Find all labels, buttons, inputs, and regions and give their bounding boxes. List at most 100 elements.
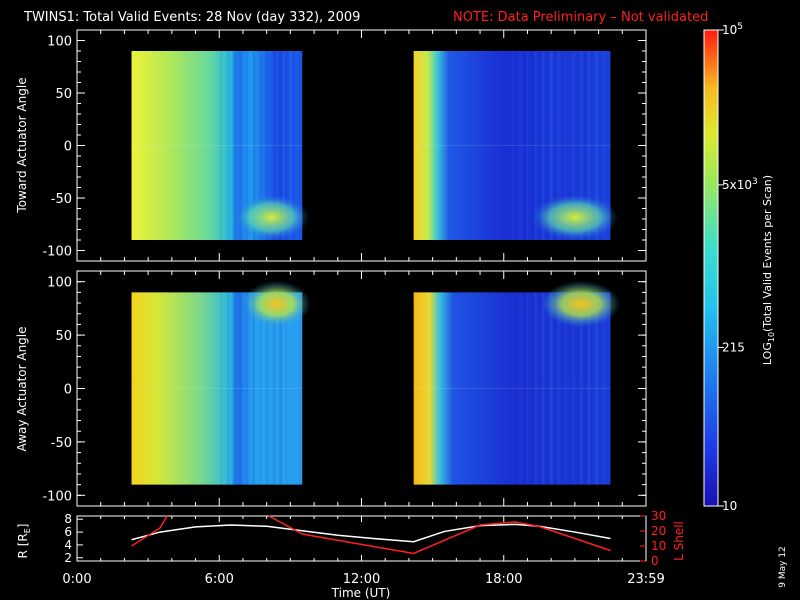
heatmap-streak	[602, 51, 606, 240]
heatmap-streak	[572, 292, 574, 485]
heatmap-streak	[576, 51, 580, 240]
toward-heatmap	[131, 51, 619, 241]
heatmap-streak	[256, 292, 260, 485]
heatmap-streak	[595, 292, 599, 485]
orbit-right-tick-label: 0	[651, 554, 659, 568]
heatmap-streak	[530, 51, 534, 240]
time-tick-label: 6:00	[205, 572, 234, 587]
heatmap-streak	[530, 292, 534, 485]
heatmap-streak	[216, 51, 218, 240]
heatmap-streak	[583, 292, 587, 485]
heatmap-streak	[272, 292, 276, 485]
heatmap-streak	[220, 292, 223, 485]
heatmap-streak	[542, 292, 545, 485]
heatmap-streak	[538, 51, 540, 240]
heatmap-hotspot	[242, 280, 311, 327]
orbit-left-ylabel-main: R [R	[16, 533, 30, 558]
heatmap-streak	[269, 51, 271, 240]
y-tick-label: 50	[55, 87, 72, 102]
heatmap-streak	[591, 292, 593, 485]
y-tick-label: 0	[64, 383, 72, 398]
heatmap-streak	[236, 292, 239, 485]
heatmap-streak	[523, 292, 527, 485]
heatmap-streak	[243, 292, 246, 485]
heatmap-streak	[272, 51, 276, 240]
heatmap-streak	[239, 292, 241, 485]
preliminary-note: NOTE: Data Preliminary – Not validated	[453, 10, 708, 25]
heatmap-streak	[512, 51, 514, 240]
colorbar-label-main: LOG	[761, 342, 774, 365]
heatmap-streak	[523, 51, 527, 240]
colorbar-label: LOG10(Total Valid Events per Scan)	[761, 175, 776, 365]
orbit-right-ylabel: L Shell	[672, 521, 686, 561]
heatmap-streak	[546, 292, 548, 485]
heatmap-streak	[226, 292, 230, 485]
heatmap-streak	[289, 292, 293, 485]
orbit-left-ylabel: R [RE]	[16, 524, 32, 559]
heatmap-streak	[226, 51, 230, 240]
heatmap-zero-line	[131, 388, 303, 389]
heatmap-streak	[546, 51, 548, 240]
heatmap-streak	[295, 51, 299, 240]
colorbar-tick-label: 10	[722, 499, 737, 513]
heatmap-streak	[259, 51, 262, 240]
heatmap-streak	[580, 292, 583, 485]
heatmap-streak	[519, 292, 521, 485]
heatmap-streak	[587, 51, 590, 240]
y-tick-label: -50	[51, 192, 72, 207]
toward-ylabel: Toward Actuator Angle	[15, 77, 29, 213]
heatmap-streak	[512, 292, 514, 485]
away-ylabel: Away Actuator Angle	[15, 326, 29, 451]
y-tick-label: 50	[55, 329, 72, 344]
heatmap-streak	[249, 51, 253, 240]
heatmap-streak	[282, 51, 285, 240]
heatmap-streak	[606, 51, 609, 240]
heatmap-streak	[527, 292, 529, 485]
orbit-left-tick-label: 2	[64, 551, 72, 565]
y-tick-label: 100	[47, 35, 72, 50]
y-tick-label: -100	[42, 245, 72, 260]
heatmap-zero-line	[131, 145, 303, 146]
heatmap-streak	[568, 51, 571, 240]
heatmap-streak	[292, 292, 294, 485]
heatmap-streak	[252, 292, 255, 485]
y-tick-label: 0	[64, 140, 72, 155]
heatmap-hotspot	[541, 280, 621, 327]
heatmap-streak	[223, 51, 225, 240]
y-tick-label: -50	[51, 436, 72, 451]
colorbar-label-sub: 10	[767, 332, 776, 342]
heatmap-streak	[246, 292, 248, 485]
colorbar-tick-label: 5x103	[722, 177, 758, 192]
heatmap-streak	[298, 292, 301, 485]
away-heatmap	[131, 280, 621, 485]
heatmap-streak	[599, 51, 601, 240]
lshell-line	[131, 515, 168, 547]
heatmap-streak	[572, 51, 574, 240]
heatmap-streak	[295, 292, 299, 485]
heatmap-streak	[266, 51, 269, 240]
heatmap-streak	[565, 292, 567, 485]
heatmap-zero-line	[413, 145, 611, 146]
heatmap-streak	[599, 292, 601, 485]
orbit-left-tick-label: 4	[64, 538, 72, 552]
heatmap-streak	[534, 51, 537, 240]
heatmap-streak	[230, 292, 232, 485]
heatmap-streak	[279, 51, 283, 240]
heatmap-streak	[233, 292, 237, 485]
heatmap-streak	[279, 292, 283, 485]
heatmap-hotspot	[233, 194, 310, 241]
colorbar-tick-label: 215	[722, 340, 745, 354]
y-tick-label: -100	[42, 489, 72, 504]
heatmap-streak	[292, 51, 294, 240]
heatmap-streak	[602, 292, 606, 485]
time-tick-label: 23:59	[627, 572, 664, 587]
colorbar-frame	[703, 29, 719, 507]
heatmap-streak	[549, 51, 553, 240]
heatmap-streak	[534, 292, 537, 485]
heatmap-streak	[527, 51, 529, 240]
time-xlabel: Time (UT)	[331, 586, 391, 600]
heatmap-streak	[262, 51, 264, 240]
